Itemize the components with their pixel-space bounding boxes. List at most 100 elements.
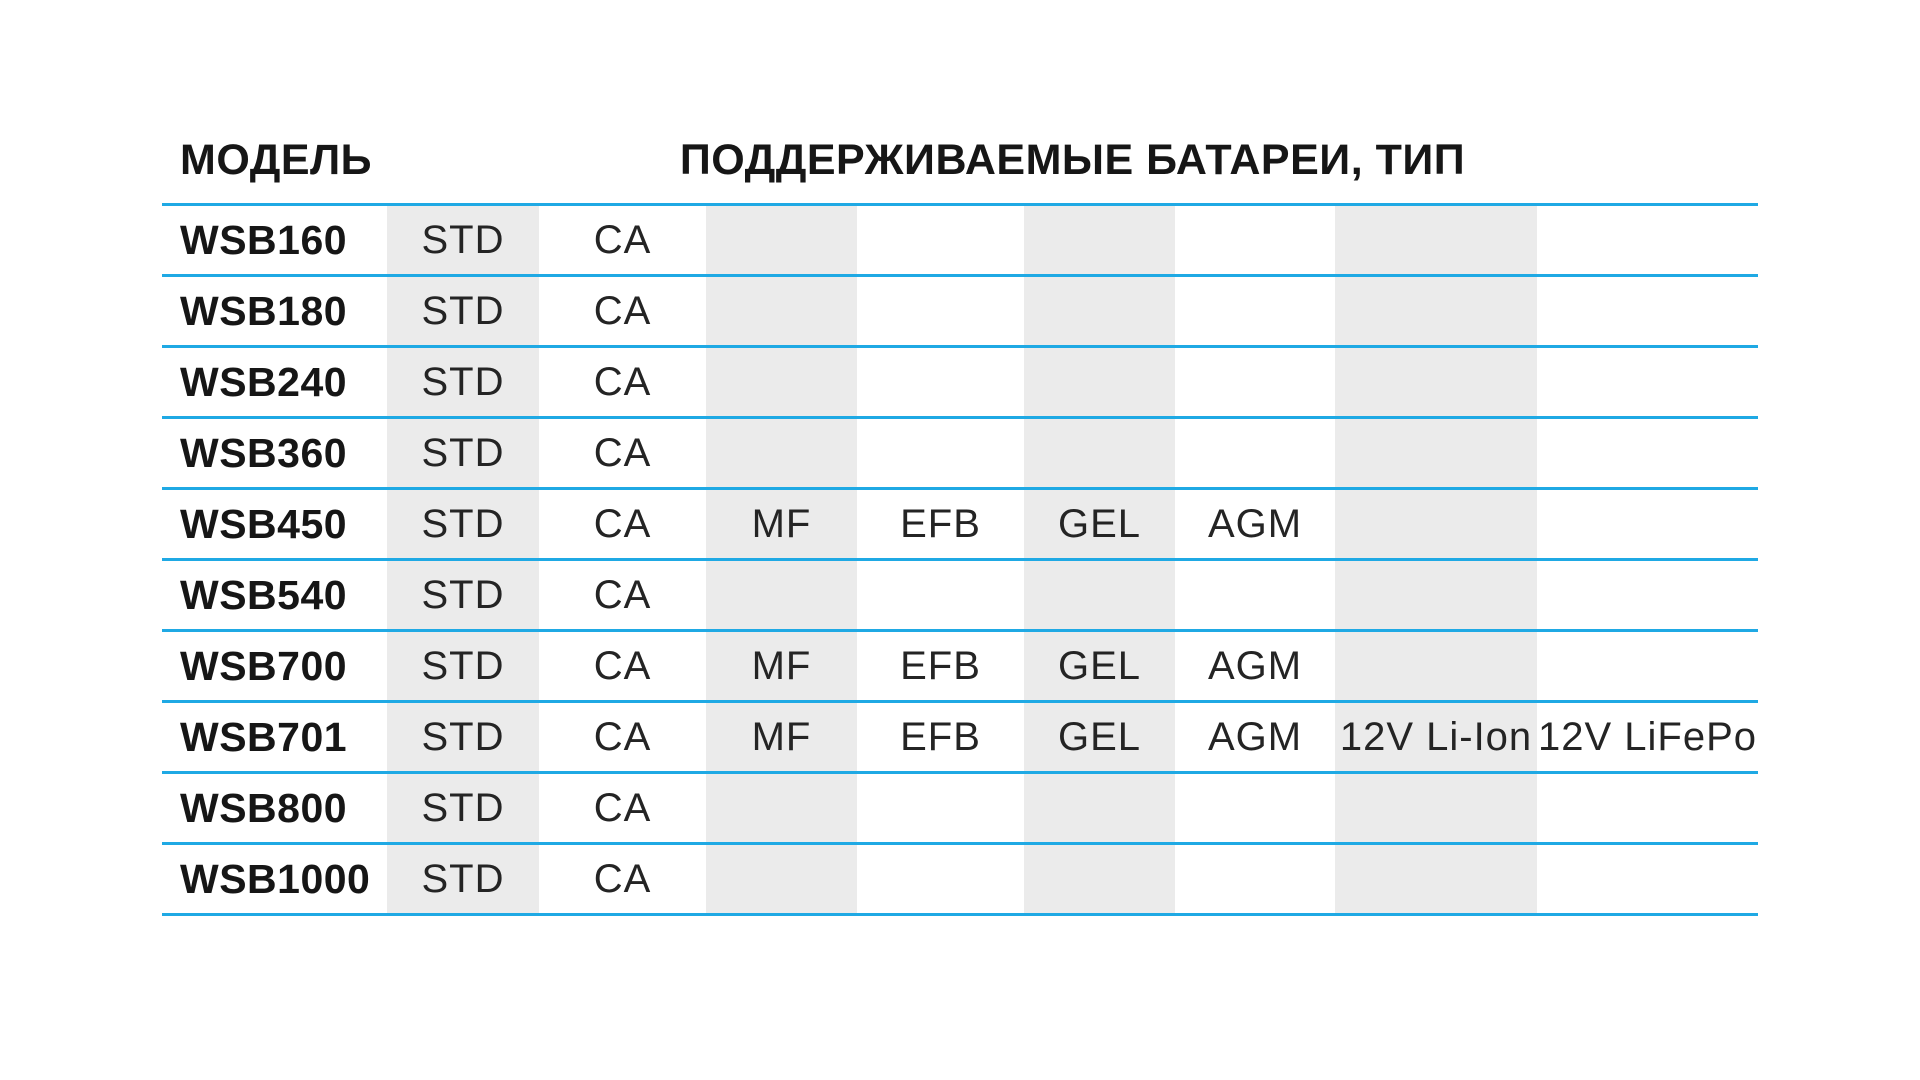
model-cell: WSB1000 [180, 855, 371, 902]
battery-type-cell [1537, 419, 1758, 487]
battery-type-cell: GEL [1024, 490, 1175, 558]
battery-type-cell [857, 206, 1024, 274]
model-cell: WSB540 [180, 571, 348, 618]
battery-type-cell [1537, 277, 1758, 345]
battery-type-cell [1335, 845, 1537, 913]
battery-type-cell [1335, 419, 1537, 487]
model-cell: WSB240 [180, 358, 348, 405]
table-row: WSB240 STD CA [162, 345, 1758, 416]
battery-type-cell [1537, 348, 1758, 416]
battery-type-cell: AGM [1207, 714, 1303, 759]
battery-type-cell [1024, 277, 1175, 345]
battery-type-cell [857, 845, 1024, 913]
model-cell: WSB700 [180, 642, 348, 689]
battery-type-cell: CA [593, 430, 652, 475]
battery-type-cell [1537, 490, 1758, 558]
battery-type-cell: CA [593, 714, 652, 759]
battery-type-cell [706, 561, 857, 629]
battery-type-cell [1335, 774, 1537, 842]
battery-type-cell: STD [387, 348, 539, 416]
battery-type-cell [706, 774, 857, 842]
battery-type-cell [857, 348, 1024, 416]
battery-type-cell [1537, 774, 1758, 842]
battery-type-cell: AGM [1207, 501, 1303, 546]
battery-type-cell: CA [593, 785, 652, 830]
supported-batteries-header: ПОДДЕРЖИВАЕМЫЕ БАТАРЕИ, ТИП [679, 136, 1466, 184]
battery-type-cell [1335, 632, 1537, 700]
battery-type-cell [1024, 774, 1175, 842]
battery-type-cell [1335, 206, 1537, 274]
battery-type-cell: STD [387, 703, 539, 771]
battery-type-cell [706, 277, 857, 345]
battery-type-cell: 12V LiFePo [1537, 714, 1758, 759]
battery-type-cell: STD [387, 277, 539, 345]
battery-type-cell: STD [387, 561, 539, 629]
model-cell: WSB701 [180, 713, 348, 760]
battery-type-cell [1175, 419, 1335, 487]
model-cell: WSB360 [180, 429, 348, 476]
battery-type-cell [1175, 774, 1335, 842]
table-body: WSB160 STD CA WSB180 STD CA WSB240 STD CA WSB360 S… [162, 203, 1758, 916]
battery-type-cell [1335, 277, 1537, 345]
battery-type-cell [1537, 845, 1758, 913]
battery-type-cell: CA [593, 643, 652, 688]
model-cell: WSB160 [180, 216, 348, 263]
battery-type-cell [1024, 348, 1175, 416]
battery-type-cell: MF [706, 632, 857, 700]
model-cell: WSB450 [180, 500, 348, 547]
battery-type-cell [1175, 277, 1335, 345]
table-row: WSB450 STD CA MF EFB GEL AGM [162, 487, 1758, 558]
battery-type-cell: MF [706, 490, 857, 558]
battery-type-cell [1175, 845, 1335, 913]
battery-type-cell: GEL [1024, 632, 1175, 700]
battery-type-cell: STD [387, 206, 539, 274]
battery-type-cell: 12V Li-Ion [1335, 703, 1537, 771]
battery-type-cell [1024, 206, 1175, 274]
battery-type-cell: MF [706, 703, 857, 771]
battery-type-cell [857, 419, 1024, 487]
battery-type-cell [1537, 561, 1758, 629]
battery-type-cell [1024, 845, 1175, 913]
model-cell: WSB180 [180, 287, 348, 334]
battery-type-cell [1537, 632, 1758, 700]
battery-type-cell [706, 206, 857, 274]
battery-type-cell [1175, 348, 1335, 416]
table-header-row: МОДЕЛЬ ПОДДЕРЖИВАЕМЫЕ БАТАРЕИ, ТИП [162, 118, 1758, 203]
battery-type-cell: GEL [1024, 703, 1175, 771]
battery-type-cell [857, 277, 1024, 345]
battery-type-cell [706, 348, 857, 416]
battery-type-cell [857, 561, 1024, 629]
battery-type-cell: AGM [1207, 643, 1303, 688]
table-row: WSB160 STD CA [162, 203, 1758, 274]
battery-type-cell: CA [593, 288, 652, 333]
model-column-header: МОДЕЛЬ [180, 136, 373, 184]
battery-type-cell: EFB [900, 501, 981, 546]
battery-type-cell [1335, 348, 1537, 416]
battery-type-cell [1024, 419, 1175, 487]
battery-type-cell [706, 419, 857, 487]
table-row: WSB701 STD CA MF EFB GEL AGM 12V Li-Ion 12V LiFe… [162, 700, 1758, 771]
battery-type-cell [1335, 490, 1537, 558]
battery-compatibility-table: МОДЕЛЬ ПОДДЕРЖИВАЕМЫЕ БАТАРЕИ, ТИП WSB16… [162, 118, 1758, 916]
battery-type-cell: CA [593, 359, 652, 404]
battery-type-cell: CA [593, 501, 652, 546]
battery-type-cell [1537, 206, 1758, 274]
battery-type-cell: STD [387, 490, 539, 558]
model-cell: WSB800 [180, 784, 348, 831]
battery-type-cell: CA [593, 572, 652, 617]
battery-type-cell [706, 845, 857, 913]
battery-type-cell [1335, 561, 1537, 629]
table-row: WSB800 STD CA [162, 771, 1758, 842]
table-row: WSB1000 STD CA [162, 842, 1758, 916]
battery-type-cell: EFB [900, 714, 981, 759]
table-row: WSB180 STD CA [162, 274, 1758, 345]
table-row: WSB700 STD CA MF EFB GEL AGM [162, 629, 1758, 700]
battery-type-cell: STD [387, 632, 539, 700]
battery-type-cell: EFB [900, 643, 981, 688]
battery-type-cell [1024, 561, 1175, 629]
battery-type-cell: CA [593, 856, 652, 901]
table-row: WSB540 STD CA [162, 558, 1758, 629]
battery-type-cell [1175, 206, 1335, 274]
battery-type-cell: STD [387, 845, 539, 913]
battery-type-cell: CA [593, 217, 652, 262]
